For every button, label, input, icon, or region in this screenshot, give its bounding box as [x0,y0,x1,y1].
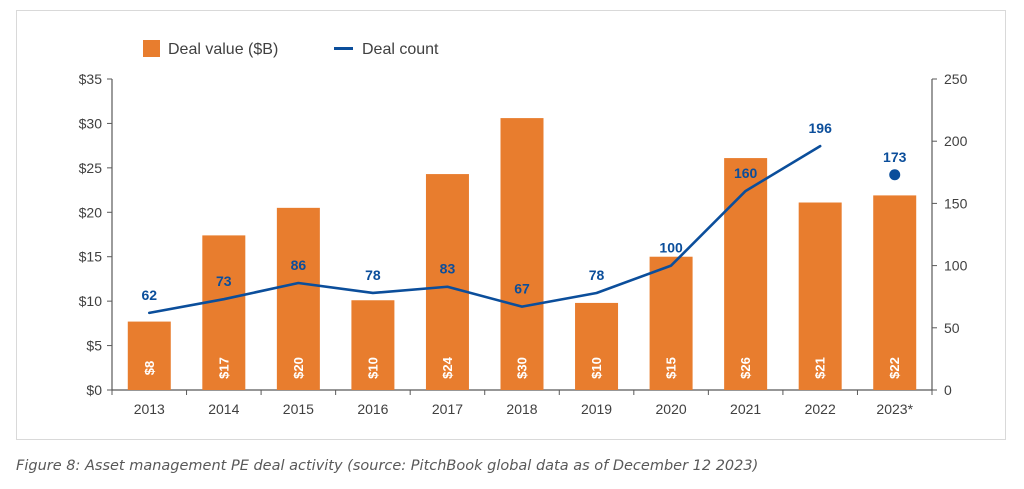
x-tick-label: 2017 [432,401,463,417]
bar-2013 [127,321,171,390]
left-tick-label: $0 [86,382,102,398]
bar-2020 [649,256,693,390]
bar-2019 [575,302,619,390]
bar-value-label: $17 [216,357,231,379]
right-tick-label: 0 [944,382,952,398]
line-value-label: 160 [734,165,758,181]
bar-value-label: $20 [291,357,306,379]
line-value-label: 67 [514,281,530,297]
bar-2017 [425,174,469,390]
bar-2022 [798,202,842,390]
legend-label-deal-count: Deal count [362,41,439,58]
bar-value-label: $10 [589,357,604,379]
bar-value-label: $8 [142,361,157,375]
bar-value-label: $26 [738,357,753,379]
bar-value-label: $22 [887,357,902,379]
bar-2015 [276,207,320,390]
left-tick-label: $15 [79,249,103,265]
left-tick-label: $5 [86,338,102,354]
bar-2016 [351,300,395,390]
legend-label-deal-value: Deal value ($B) [168,41,278,58]
left-tick-label: $25 [79,160,103,176]
line-value-label: 196 [809,120,833,136]
line-value-label: 100 [659,240,683,256]
left-tick-label: $35 [79,71,103,87]
bar-value-label: $15 [664,357,679,379]
bar-value-label: $10 [365,357,380,379]
line-value-label: 86 [291,257,307,273]
x-tick-label: 2023* [876,401,913,417]
line-value-label: 83 [440,261,456,277]
bar-2021 [724,158,768,390]
x-tick-label: 2019 [581,401,612,417]
left-tick-label: $30 [79,115,103,131]
right-tick-label: 150 [944,195,968,211]
line-value-label: 78 [365,267,381,283]
bar-2023* [873,195,917,390]
bar-value-label: $30 [515,357,530,379]
right-tick-label: 100 [944,258,968,274]
right-tick-label: 250 [944,71,968,87]
bar-value-label: $21 [813,357,828,379]
line-value-label: 78 [589,267,605,283]
x-tick-label: 2021 [730,401,761,417]
deal-count-marker-2023* [889,169,901,181]
x-tick-label: 2016 [357,401,388,417]
x-tick-label: 2018 [506,401,537,417]
x-tick-label: 2013 [134,401,165,417]
x-tick-label: 2014 [208,401,239,417]
line-value-label: 62 [141,287,157,303]
bar-2014 [202,235,246,390]
left-tick-label: $20 [79,204,103,220]
x-tick-label: 2020 [656,401,687,417]
legend-swatch-deal-value [143,40,160,57]
line-value-label: 173 [883,149,907,165]
bar-value-label: $24 [440,356,455,378]
line-value-label: 73 [216,273,232,289]
figure-caption: Figure 8: Asset management PE deal activ… [16,458,759,474]
x-tick-label: 2015 [283,401,314,417]
bar-2018 [500,118,544,391]
left-tick-label: $10 [79,293,103,309]
right-tick-label: 200 [944,133,968,149]
deal-count-line [147,144,822,315]
x-tick-label: 2022 [805,401,836,417]
right-tick-label: 50 [944,320,960,336]
